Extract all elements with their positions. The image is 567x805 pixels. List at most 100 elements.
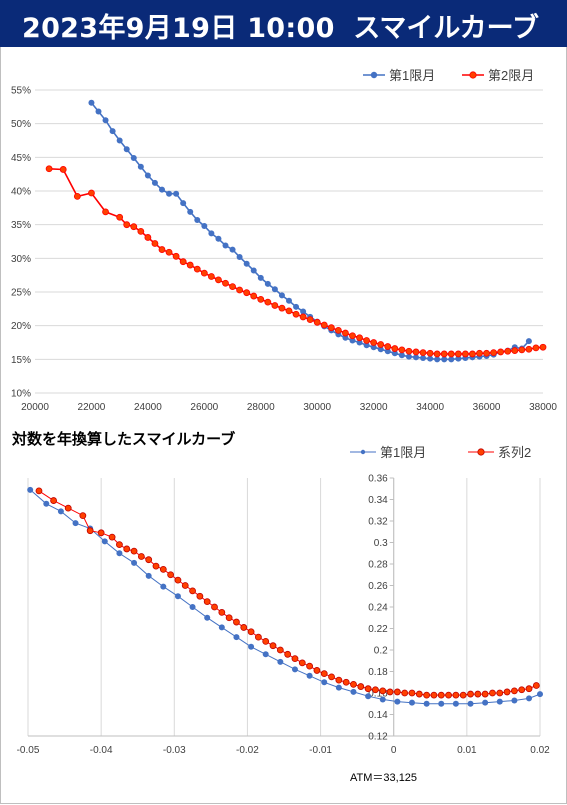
data-point	[262, 651, 269, 658]
data-point	[167, 571, 175, 579]
y-tick-label: 15%	[11, 355, 31, 366]
data-point	[490, 349, 498, 357]
data-point	[201, 223, 208, 230]
data-point	[79, 512, 87, 520]
data-point	[123, 545, 131, 553]
data-point	[196, 592, 204, 600]
data-point	[357, 683, 365, 690]
data-point	[377, 341, 385, 348]
data-point	[144, 172, 151, 179]
data-point	[461, 350, 469, 358]
data-point	[236, 286, 244, 294]
data-point	[349, 337, 356, 344]
y-tick-label: 0.36	[368, 474, 388, 485]
y-tick-label: 0.24	[368, 603, 388, 614]
data-point	[116, 541, 123, 549]
data-point	[511, 697, 518, 704]
data-point	[335, 684, 342, 691]
data-point	[211, 603, 218, 611]
y-tick-label: 0.28	[368, 560, 388, 571]
data-point	[350, 688, 357, 695]
data-point	[518, 686, 526, 694]
y-tick-label: 55%	[11, 86, 31, 97]
data-point	[452, 691, 460, 699]
data-point	[109, 128, 116, 135]
data-point	[189, 587, 196, 595]
y-tick-label: 30%	[11, 254, 31, 265]
data-point	[405, 353, 412, 360]
data-point	[229, 283, 236, 291]
data-point	[248, 643, 255, 650]
data-point	[257, 274, 264, 281]
x-tick-label: -0.02	[236, 745, 259, 756]
data-point	[320, 321, 328, 329]
data-point	[539, 343, 547, 351]
y-tick-label: 10%	[11, 389, 31, 400]
data-point	[229, 246, 236, 253]
data-point	[377, 346, 384, 353]
x-tick-label: 30000	[303, 402, 331, 413]
data-point	[430, 691, 438, 699]
data-point	[412, 348, 420, 356]
data-point	[408, 689, 416, 697]
data-point	[455, 355, 462, 362]
data-point	[222, 279, 229, 287]
header-title: スマイルカーブ	[353, 13, 539, 44]
smile-curve-chart: 10% 15% 20% 25% 30% 35% 40% 45% 50% 55% 20000 22000…	[11, 68, 557, 413]
data-point	[116, 137, 123, 144]
data-point	[159, 186, 165, 193]
data-point	[97, 529, 105, 537]
data-point	[152, 562, 160, 570]
data-point	[532, 344, 540, 352]
data-point	[327, 324, 335, 332]
data-point	[398, 346, 406, 354]
data-point	[250, 267, 257, 274]
data-point	[441, 356, 448, 363]
data-point	[467, 690, 474, 698]
data-point	[437, 691, 445, 699]
data-point	[193, 265, 201, 273]
y-tick-label: 35%	[11, 220, 31, 231]
data-point	[356, 334, 363, 342]
x-tick-label: -0.01	[309, 745, 332, 756]
data-point	[489, 689, 496, 697]
y-tick-label: 0.32	[368, 517, 388, 528]
data-point	[526, 695, 533, 702]
y-tick-label: 20%	[11, 321, 31, 332]
data-point	[243, 289, 251, 297]
data-point	[116, 550, 123, 557]
data-point	[386, 688, 394, 696]
x-tick-label: -0.03	[163, 745, 186, 756]
data-point	[313, 318, 321, 326]
data-point	[160, 583, 167, 590]
data-point	[328, 673, 335, 681]
data-point	[363, 337, 371, 344]
data-point	[207, 273, 215, 280]
data-point	[284, 650, 292, 658]
data-point	[474, 690, 482, 698]
data-point	[379, 687, 387, 695]
data-point	[350, 680, 357, 688]
data-point	[409, 699, 415, 706]
data-point	[186, 261, 194, 269]
y-tick-label: 0.34	[368, 495, 388, 506]
data-point	[137, 553, 145, 560]
data-point	[291, 655, 299, 663]
data-point	[497, 348, 505, 356]
data-point	[459, 691, 467, 699]
data-point	[130, 155, 137, 162]
data-point	[511, 687, 518, 695]
data-point	[243, 260, 250, 267]
data-point	[27, 486, 34, 493]
data-point	[320, 670, 328, 678]
data-point	[454, 350, 462, 358]
data-point	[405, 347, 413, 355]
data-point	[64, 504, 72, 512]
data-point	[95, 108, 102, 115]
data-point	[276, 646, 284, 654]
data-point	[496, 698, 503, 705]
data-point	[525, 685, 533, 693]
data-point	[50, 497, 57, 504]
data-point	[291, 666, 298, 673]
data-point	[123, 146, 130, 153]
